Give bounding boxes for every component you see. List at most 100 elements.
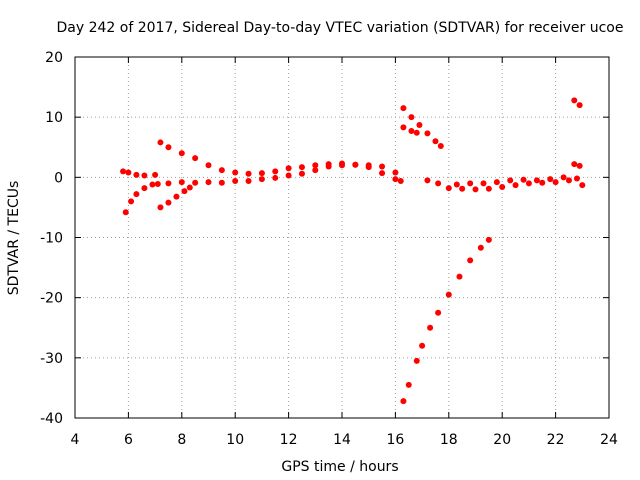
data-point	[232, 177, 239, 184]
data-point	[352, 161, 359, 168]
data-point	[154, 180, 161, 187]
data-point	[245, 170, 252, 177]
series-late-isolated	[571, 97, 583, 169]
data-point	[413, 357, 420, 364]
data-point	[477, 244, 484, 251]
data-point	[285, 172, 292, 179]
data-point	[456, 273, 463, 280]
y-tick-label: -30	[40, 351, 63, 367]
data-point	[312, 162, 319, 169]
x-axis-label: GPS time / hours	[281, 459, 398, 475]
x-tick-labels: 4 6 8 10 12 14 16 18 20 22 24	[71, 432, 618, 448]
y-tick-label: 20	[45, 50, 63, 66]
data-point	[533, 177, 540, 184]
y-tick-labels: -40 -30 -20 -10 0 10 20	[40, 50, 63, 427]
data-point	[298, 164, 305, 171]
data-point	[298, 170, 305, 177]
x-tick-label: 6	[124, 432, 133, 448]
data-point	[128, 198, 135, 205]
data-point	[437, 143, 444, 150]
data-point	[413, 129, 420, 136]
y-tick-label: -20	[40, 291, 63, 307]
data-point	[141, 172, 148, 179]
data-point	[424, 177, 431, 184]
data-point	[539, 179, 546, 186]
data-point	[520, 176, 527, 183]
data-point	[152, 171, 159, 178]
x-tick-label: 8	[177, 432, 186, 448]
data-point	[472, 186, 479, 193]
data-point	[416, 121, 423, 128]
data-point	[157, 139, 164, 146]
data-point	[525, 180, 532, 187]
x-tick-label: 22	[547, 432, 565, 448]
x-tick-label: 14	[333, 432, 351, 448]
data-point	[405, 381, 412, 388]
series-rising-track-early	[157, 184, 193, 211]
data-point	[576, 162, 583, 169]
data-point	[272, 174, 279, 181]
data-point	[339, 160, 345, 167]
data-point	[397, 177, 404, 184]
data-point	[258, 176, 265, 183]
data-point	[435, 180, 442, 187]
data-point	[312, 167, 319, 174]
data-point	[205, 162, 212, 169]
x-tick-label: 18	[440, 432, 458, 448]
data-point	[379, 163, 386, 170]
y-axis-label: SDTVAR / TECUs	[6, 181, 22, 296]
data-point	[467, 257, 474, 264]
series-upper-band	[157, 139, 399, 177]
data-point	[192, 155, 199, 162]
data-point	[392, 169, 399, 176]
data-point	[408, 114, 415, 121]
x-tick-label: 12	[280, 432, 298, 448]
data-point	[512, 182, 519, 189]
data-point	[552, 179, 559, 186]
y-tick-label: -40	[40, 411, 63, 427]
x-tick-label: 20	[493, 432, 511, 448]
data-point	[133, 191, 140, 198]
data-point	[400, 124, 407, 131]
data-point	[365, 162, 372, 169]
data-point	[400, 398, 407, 405]
y-tick-label: 10	[45, 110, 63, 126]
data-point	[218, 179, 225, 186]
data-point	[392, 176, 399, 183]
data-point	[181, 188, 188, 195]
data-point	[427, 324, 434, 331]
series-early-arc	[120, 168, 159, 179]
data-point	[419, 342, 426, 349]
data-point	[165, 144, 172, 151]
data-points	[120, 97, 586, 405]
data-point	[445, 291, 452, 298]
x-tick-label: 16	[386, 432, 404, 448]
data-point	[165, 199, 172, 206]
data-point	[565, 177, 572, 184]
data-point	[400, 105, 407, 112]
grid-lines	[75, 57, 609, 418]
data-point	[178, 150, 185, 157]
y-tick-label: 0	[54, 170, 63, 186]
data-point	[258, 170, 265, 177]
data-point	[499, 183, 506, 190]
x-tick-label: 4	[71, 432, 80, 448]
data-point	[173, 193, 180, 200]
series-late-upper	[453, 174, 580, 188]
data-point	[408, 128, 415, 135]
data-point	[149, 181, 156, 188]
data-point	[133, 171, 140, 178]
data-point	[178, 179, 185, 186]
data-point	[125, 169, 132, 176]
x-tick-label: 24	[600, 432, 618, 448]
data-point	[579, 182, 586, 189]
data-point	[272, 168, 279, 175]
axis-ticks	[74, 56, 610, 419]
data-point	[186, 184, 193, 191]
data-point	[245, 177, 252, 184]
data-point	[120, 168, 127, 175]
data-point	[467, 180, 474, 187]
data-point	[424, 130, 431, 137]
data-point	[573, 175, 580, 182]
